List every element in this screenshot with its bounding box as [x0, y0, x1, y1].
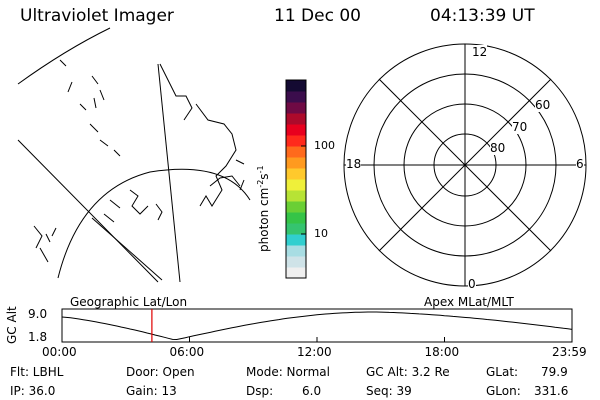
orbit-x-tick-label: 12:00 — [297, 345, 332, 359]
orbit-y-high: 9.0 — [28, 307, 48, 321]
polar-diagonal — [378, 78, 552, 252]
polar-lat-60: 60 — [535, 98, 551, 112]
time-label: 04:13:39 UT — [430, 6, 535, 26]
colorbar-cell — [286, 168, 306, 180]
colorbar-frame — [285, 79, 307, 279]
polar-lat-80: 80 — [490, 141, 506, 155]
ip-info: IP: 36.0 — [10, 384, 56, 398]
map-gridline — [157, 63, 181, 283]
orbit-x-tick-label: 06:00 — [169, 345, 205, 359]
colorbar-unit-label: photon cm-2s-1 — [256, 122, 272, 252]
door-info: Door: Open — [126, 365, 195, 379]
orbit-y-label: GC Alt — [5, 306, 19, 344]
mode-info: Mode: Normal — [246, 365, 330, 379]
unit-text: photon cm — [257, 187, 271, 252]
filter-info: Flt: LBHL — [10, 365, 64, 379]
colorbar-cell — [286, 190, 306, 202]
orbit-right-title: Apex MLat/MLT — [424, 295, 514, 309]
map-gridline — [91, 217, 163, 281]
polar-plot — [343, 43, 587, 287]
orbit-x-tick-label: 23:59 — [552, 345, 587, 359]
polar-mlt-0: 0 — [468, 277, 476, 291]
gain-info: Gain: 13 — [126, 384, 177, 398]
polar-mlt-12: 12 — [472, 45, 488, 59]
colorbar-cell — [286, 102, 306, 114]
colorbar-cell — [286, 124, 306, 136]
orbit-x-tick-label: 00:00 — [42, 345, 77, 359]
orbit-y-low: 1.8 — [28, 330, 48, 344]
latitude-circle — [57, 168, 251, 279]
glat-value: 79.9 — [541, 365, 568, 379]
map-gridline — [17, 27, 111, 85]
colorbar-cell — [286, 212, 306, 224]
colorbar-cell — [286, 256, 306, 268]
colorbar-cell — [286, 179, 306, 191]
colorbar-tick-label-10: 10 — [314, 227, 328, 240]
dsp-label: Dsp: — [246, 384, 274, 398]
glon-value: 331.6 — [534, 384, 569, 398]
gc-alt-info: GC Alt: 3.2 Re — [366, 365, 450, 379]
polar-mlt-18: 18 — [346, 157, 362, 171]
orbit-left-title: Geographic Lat/Lon — [70, 295, 188, 309]
coastline — [33, 59, 245, 263]
polar-mlt-6: 6 — [576, 157, 584, 171]
colorbar-cell — [286, 223, 306, 235]
unit-exponent-cm: -2 — [256, 179, 265, 188]
colorbar-cell — [286, 135, 306, 147]
date-label: 11 Dec 00 — [274, 6, 361, 26]
unit-seconds: s — [257, 173, 271, 180]
colorbar-cell — [286, 245, 306, 257]
colorbar-cell — [286, 157, 306, 169]
colorbar-cell — [286, 267, 306, 279]
orbit-plot — [61, 308, 573, 343]
dsp-value: 6.0 — [302, 384, 322, 398]
orbit-altitude-curve — [61, 311, 573, 341]
glat-label: GLat: — [486, 365, 519, 379]
colorbar-tick-label-100: 100 — [314, 139, 335, 152]
orbit-x-tick-label: 18:00 — [424, 345, 460, 359]
colorbar-cell — [286, 201, 306, 213]
seq-info: Seq: 39 — [366, 384, 412, 398]
colorbar-cell — [286, 146, 306, 158]
colorbar-cell — [286, 234, 306, 246]
map-gridline — [17, 139, 159, 283]
glon-label: GLon: — [486, 384, 521, 398]
colorbar-cell — [286, 113, 306, 125]
unit-exponent-s: -1 — [256, 165, 265, 174]
colorbar-cell — [286, 80, 306, 92]
colorbar-cell — [286, 91, 306, 103]
instrument-title: Ultraviolet Imager — [20, 6, 174, 26]
polar-lat-70: 70 — [512, 120, 528, 134]
colorbar — [285, 79, 307, 279]
